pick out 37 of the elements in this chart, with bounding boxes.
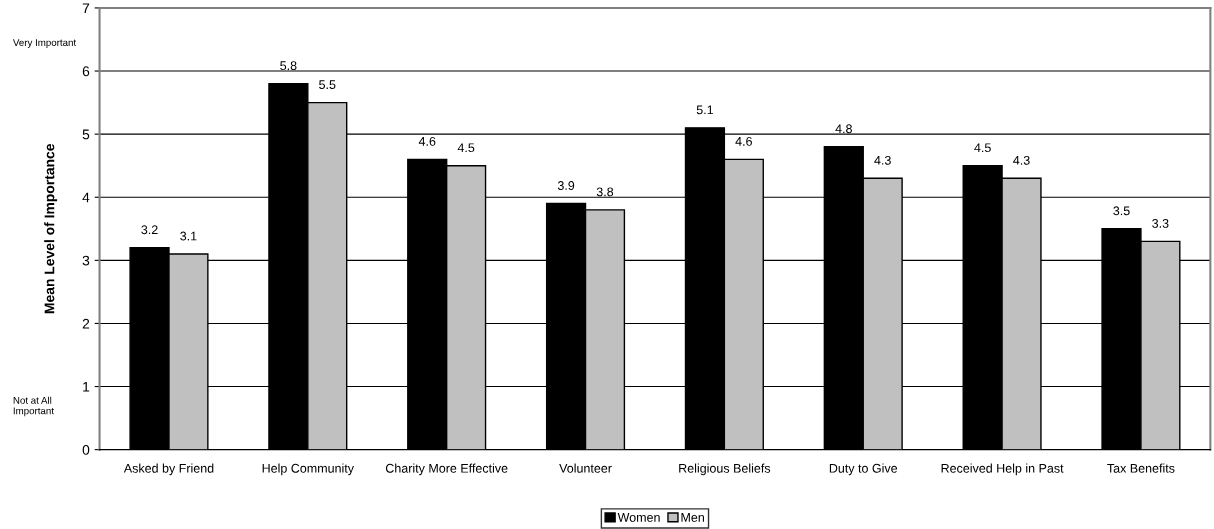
data-label: 3.3 — [1152, 218, 1169, 228]
data-label: 3.1 — [180, 231, 197, 241]
data-label: 5.8 — [280, 61, 297, 71]
data-label: 3.5 — [1113, 206, 1130, 216]
legend-label: Men — [681, 513, 704, 522]
y-tick-label: 5 — [82, 129, 90, 140]
x-tick-label: Charity More Effective — [385, 463, 508, 476]
data-label: 5.5 — [319, 80, 336, 90]
y-tick-label: 2 — [82, 318, 90, 329]
data-label: 4.3 — [1013, 155, 1030, 165]
text: Not at All Important — [13, 396, 54, 417]
data-label: 4.5 — [974, 143, 991, 153]
x-tick-label: Tax Benefits — [1107, 463, 1175, 473]
data-label: 4.5 — [457, 143, 475, 153]
y-tick-label: 0 — [82, 444, 90, 455]
x-tick-label: Religious Beliefs — [679, 463, 771, 476]
data-label: 4.6 — [418, 136, 436, 146]
data-label: 3.2 — [141, 225, 158, 235]
y-tick-label: 3 — [82, 255, 90, 266]
y-axis-title: Mean Level of Importance — [44, 143, 58, 314]
x-tick-label: Asked by Friend — [123, 463, 214, 476]
data-label: 3.8 — [596, 187, 614, 197]
y-tick-label: 4 — [82, 192, 90, 203]
y-tick-label: 1 — [83, 382, 90, 392]
y-tick-label: 7 — [82, 3, 90, 13]
data-label: 4.6 — [735, 136, 752, 146]
data-label: 5.1 — [696, 105, 714, 115]
x-tick-label: Duty to Give — [829, 463, 898, 476]
data-label: 4.3 — [874, 155, 891, 165]
text: Very Important — [12, 39, 77, 48]
x-tick-label: Volunteer — [559, 463, 612, 473]
x-tick-label: Help Community — [262, 463, 354, 476]
x-tick-label: Received Help in Past — [941, 463, 1064, 476]
data-label: 4.8 — [835, 124, 852, 134]
data-label: 3.9 — [557, 181, 575, 190]
legend-label: Women — [617, 513, 660, 522]
y-tick-label: 6 — [82, 66, 90, 77]
